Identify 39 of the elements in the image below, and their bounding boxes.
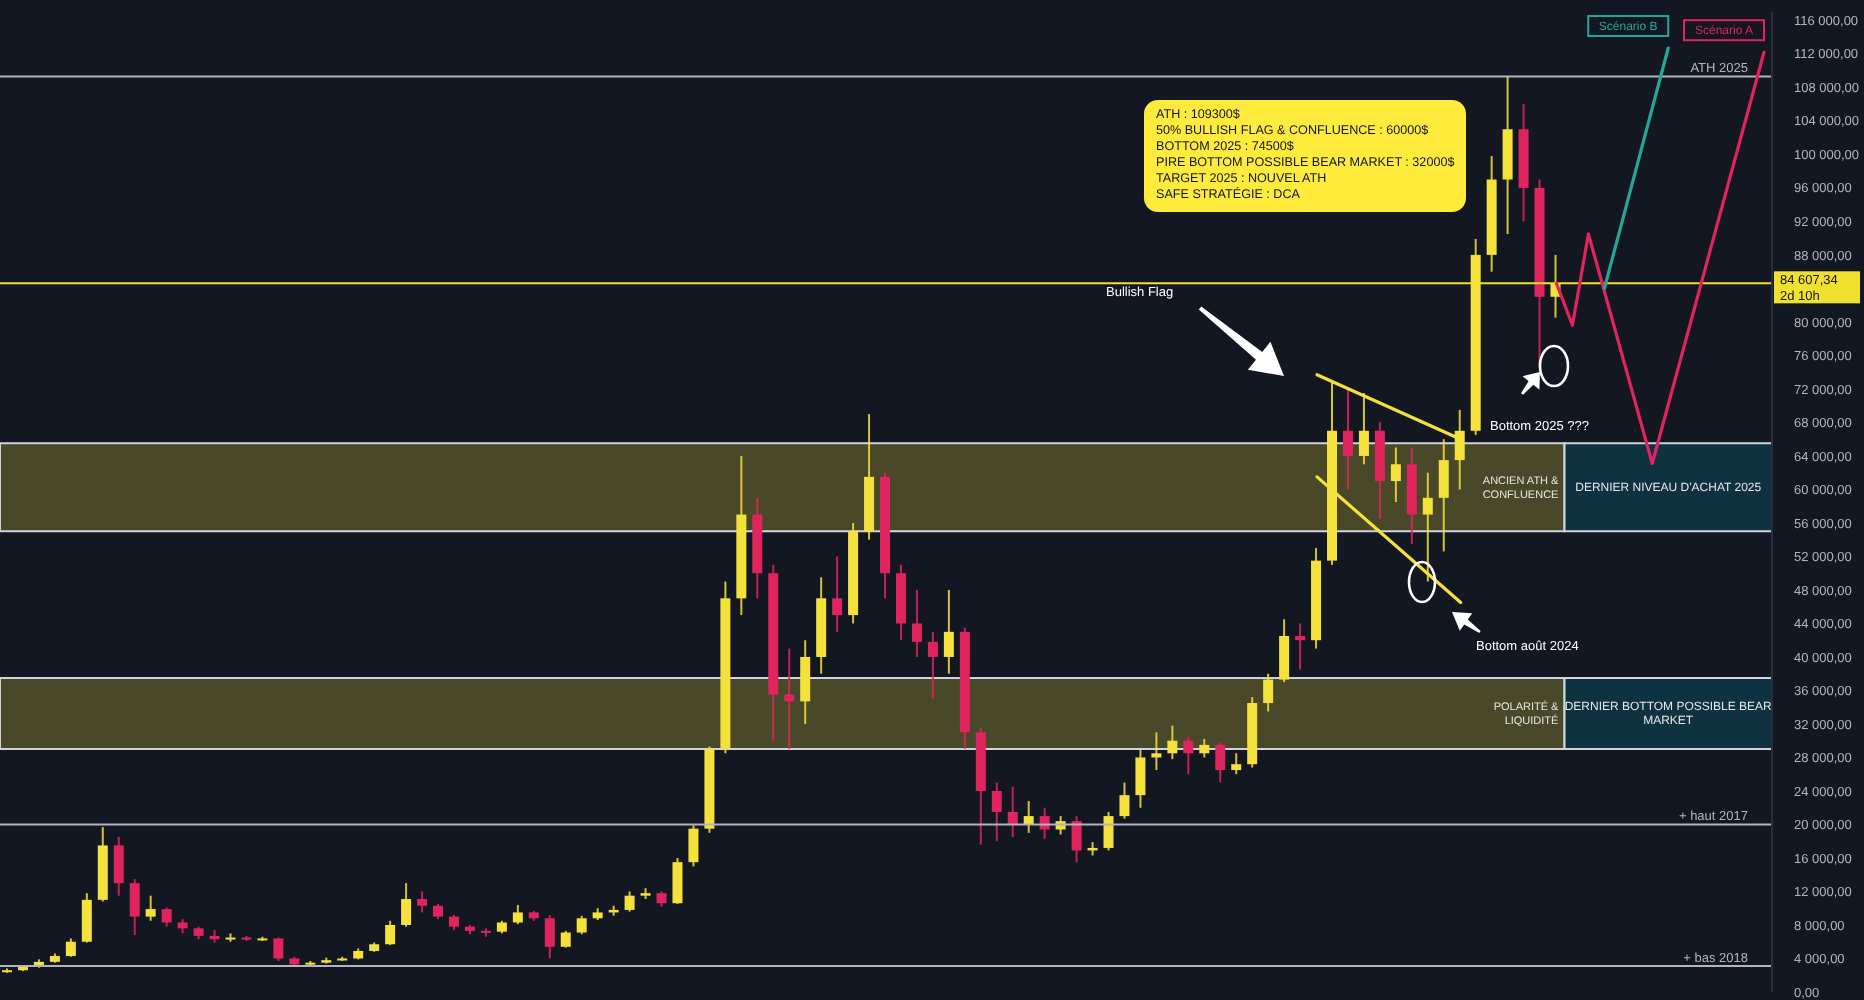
candlestick xyxy=(991,781,1002,843)
candlestick xyxy=(1103,810,1114,852)
candlestick xyxy=(1183,735,1194,776)
candlestick xyxy=(1342,387,1353,491)
candlestick xyxy=(784,647,795,751)
candlestick xyxy=(1231,752,1242,776)
candlestick xyxy=(512,903,523,926)
candlestick xyxy=(1279,618,1290,684)
candlestick xyxy=(943,588,954,675)
candlestick xyxy=(1151,731,1162,772)
candlestick xyxy=(1295,622,1306,671)
candlestick xyxy=(624,890,635,913)
candlestick xyxy=(1263,672,1274,713)
candlestick xyxy=(385,919,396,947)
candlestick xyxy=(1135,748,1146,809)
candlestick xyxy=(1119,781,1130,820)
candlestick xyxy=(401,882,412,928)
candlestick xyxy=(65,937,76,958)
candlestick xyxy=(1215,741,1226,784)
candlestick xyxy=(832,555,843,633)
candlestick xyxy=(800,639,811,725)
candlestick xyxy=(1071,815,1082,864)
candlestick xyxy=(927,630,938,700)
candlestick xyxy=(544,913,555,960)
candlestick xyxy=(145,894,156,922)
candlestick xyxy=(81,892,92,944)
candlestick xyxy=(1390,446,1401,503)
candlestick xyxy=(1438,438,1449,553)
candlestick xyxy=(1167,724,1178,761)
candlestick xyxy=(113,836,124,897)
candlestick xyxy=(672,856,683,906)
candlestick xyxy=(161,906,172,928)
candlestick xyxy=(688,824,699,868)
candlestick xyxy=(129,877,140,937)
candlestick xyxy=(911,588,922,658)
candlestick xyxy=(1039,806,1050,840)
candlestick xyxy=(417,890,428,914)
candlestick xyxy=(576,914,587,936)
candlestick xyxy=(1199,738,1210,759)
